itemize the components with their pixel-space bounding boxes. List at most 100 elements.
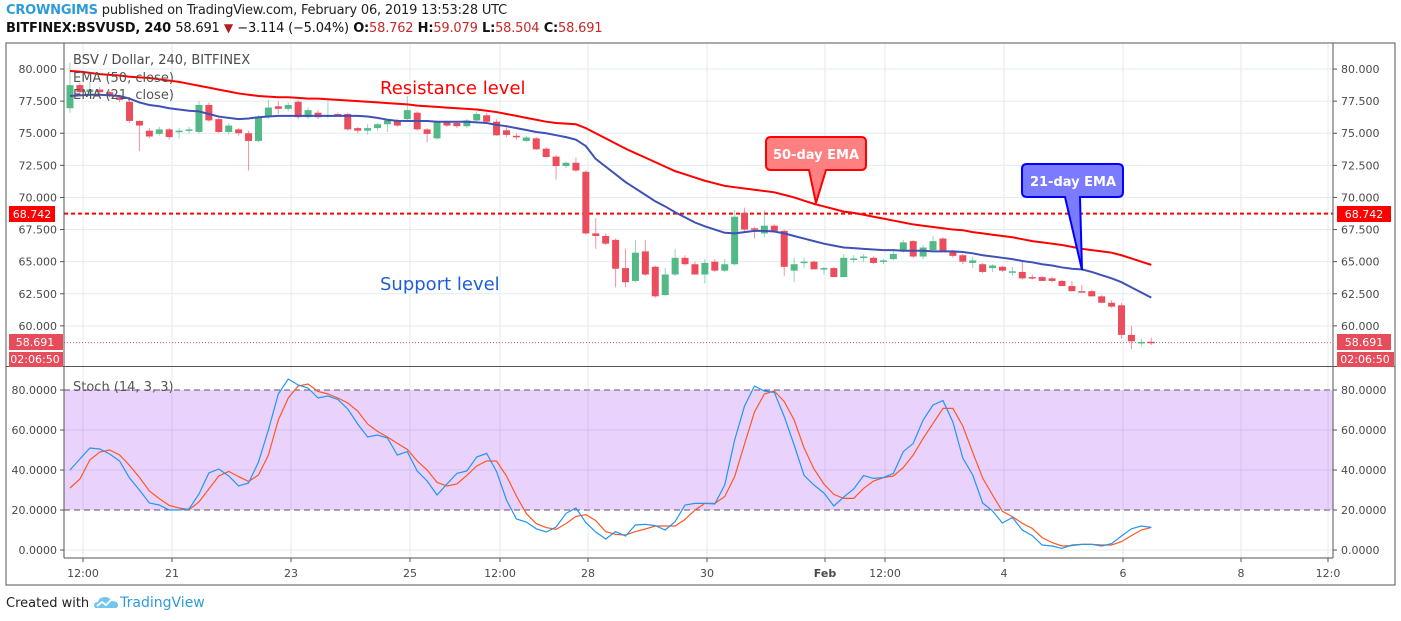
price-tick-label-right: 65.000 [1341, 256, 1380, 269]
candle [1108, 300, 1116, 308]
candle [1088, 289, 1096, 297]
price-tick-label-left: 67.500 [19, 224, 58, 237]
last-badge-left-text: 58.691 [16, 336, 55, 349]
stoch-tick-label-right: 80.0000 [1341, 384, 1387, 397]
candle [185, 126, 193, 134]
high-value: 59.079 [433, 21, 478, 36]
candle-body [274, 106, 282, 109]
candle [1137, 338, 1145, 347]
candle [760, 210, 768, 238]
open-value: 58.762 [369, 21, 414, 36]
candle-body [205, 104, 213, 121]
candle-body [135, 120, 143, 126]
candle-body [493, 121, 501, 136]
candle-body [919, 247, 927, 257]
legend-ema21[interactable]: EMA (21, close) [73, 88, 174, 103]
candle [532, 137, 540, 150]
candle-body [800, 261, 808, 264]
time-tick-label: 12:00 [67, 567, 99, 580]
level-lines [64, 212, 1333, 344]
time-tick-label: 25 [403, 567, 417, 580]
candle-body [304, 110, 312, 118]
time-tick-label: 4 [1001, 567, 1008, 580]
candle-body [909, 241, 917, 257]
candle-body [453, 122, 461, 127]
candle [1038, 275, 1046, 281]
candle-body [780, 230, 788, 267]
low-value: 58.504 [495, 21, 540, 36]
stoch-tick-label-left: 80.0000 [12, 384, 58, 397]
price-tick-label-left: 80.000 [19, 63, 58, 76]
stoch-tick-label-left: 20.0000 [12, 504, 58, 517]
candle-body [264, 107, 272, 117]
candle [711, 259, 719, 272]
author-link[interactable]: CROWNGIMS [6, 3, 98, 18]
time-tick-label: 12:00 [869, 567, 901, 580]
candle-body [879, 260, 887, 262]
time-tick-label: 6 [1120, 567, 1127, 580]
candle-body [959, 255, 967, 262]
candle [721, 259, 729, 272]
candle-body [86, 89, 94, 93]
price-tick-label-right: 77.500 [1341, 95, 1380, 108]
candle-body [284, 104, 292, 109]
candle [671, 248, 679, 276]
level-badge-left-text: 68.742 [13, 208, 52, 221]
candle-body [979, 264, 987, 272]
time-tick-label: 30 [700, 567, 714, 580]
legend-stoch[interactable]: Stoch (14, 3, 3) [73, 380, 174, 395]
candle-body [334, 113, 342, 116]
candle-body [969, 260, 977, 263]
candle [1118, 302, 1126, 339]
ema21-line [69, 93, 1152, 299]
candle [1147, 337, 1155, 346]
candle-body [750, 228, 758, 230]
candle-body [671, 257, 679, 275]
price-tick-label-right: 60.000 [1341, 320, 1380, 333]
axes: 80.000 80.000 77.500 77.500 75.000 75.000 72.5… [12, 63, 1387, 580]
candle [998, 265, 1006, 272]
candle-body [651, 266, 659, 297]
candle [1018, 261, 1026, 280]
support-label: Support level [380, 274, 500, 295]
candle [790, 257, 798, 283]
price-change: −3.114 (−5.04%) [237, 21, 349, 36]
callout-shape [1021, 163, 1124, 271]
candle [145, 128, 153, 139]
candle-body [383, 120, 391, 125]
candle [612, 238, 620, 288]
level-badge-right: 68.742 [1337, 206, 1391, 222]
candle [661, 268, 669, 297]
candle [879, 259, 887, 265]
candle-body [681, 257, 689, 265]
candle [701, 259, 709, 284]
candle-body [949, 251, 957, 256]
candle-body [1108, 302, 1116, 307]
ema21-callout[interactable]: 21-day EMA [1021, 163, 1124, 271]
legend-ema50[interactable]: EMA (50, close) [73, 71, 174, 86]
candle-body [860, 256, 868, 259]
candle [622, 248, 630, 288]
candle-body [393, 120, 401, 126]
candle-body [631, 252, 639, 281]
candle [314, 110, 322, 120]
candle-body [622, 268, 630, 283]
candle [522, 135, 530, 143]
candle [76, 83, 84, 95]
candle [691, 261, 699, 275]
grid [64, 44, 1333, 558]
ema50-line [69, 69, 1152, 266]
ema-lines [69, 69, 1152, 299]
candle [919, 244, 927, 260]
candle [254, 115, 262, 143]
candle [850, 255, 858, 263]
tradingview-link[interactable]: TradingView [120, 595, 205, 611]
candle-body [1018, 271, 1026, 279]
ema50-callout[interactable]: 50-day EMA [765, 136, 867, 204]
candle [1048, 277, 1056, 283]
candle-body [929, 241, 937, 251]
candle [552, 155, 560, 180]
candle-body [572, 162, 580, 171]
stoch-tick-label-left: 0.0000 [19, 544, 58, 557]
